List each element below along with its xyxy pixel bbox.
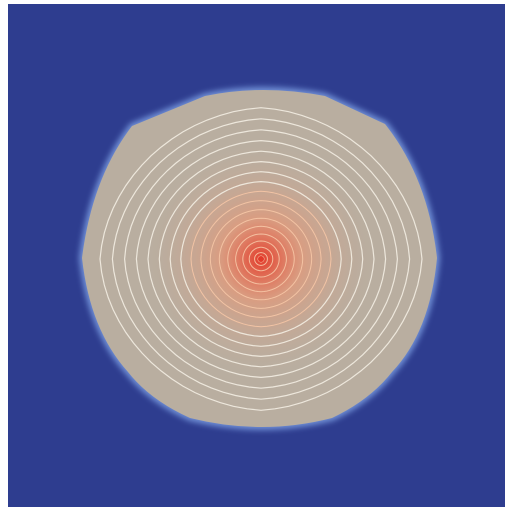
contour-ring	[242, 240, 280, 278]
contour-lines	[99, 107, 423, 411]
contour-ring	[190, 190, 332, 328]
contour-ring	[227, 225, 295, 293]
contour-ring	[218, 217, 304, 301]
contour-ring	[169, 171, 353, 347]
contour-ring	[209, 209, 313, 309]
contour-ring	[254, 252, 268, 266]
contour-ring	[147, 150, 375, 368]
contour-ring	[123, 129, 399, 389]
contour-ring	[135, 139, 387, 379]
contour-ring	[180, 180, 342, 338]
contour-ring	[248, 246, 274, 272]
contour-ring	[111, 118, 411, 400]
center-hotspot	[258, 256, 264, 262]
contour-ring	[99, 107, 423, 411]
contour-ring	[158, 160, 364, 358]
contour-ring	[235, 233, 287, 285]
contour-ring	[200, 200, 322, 318]
